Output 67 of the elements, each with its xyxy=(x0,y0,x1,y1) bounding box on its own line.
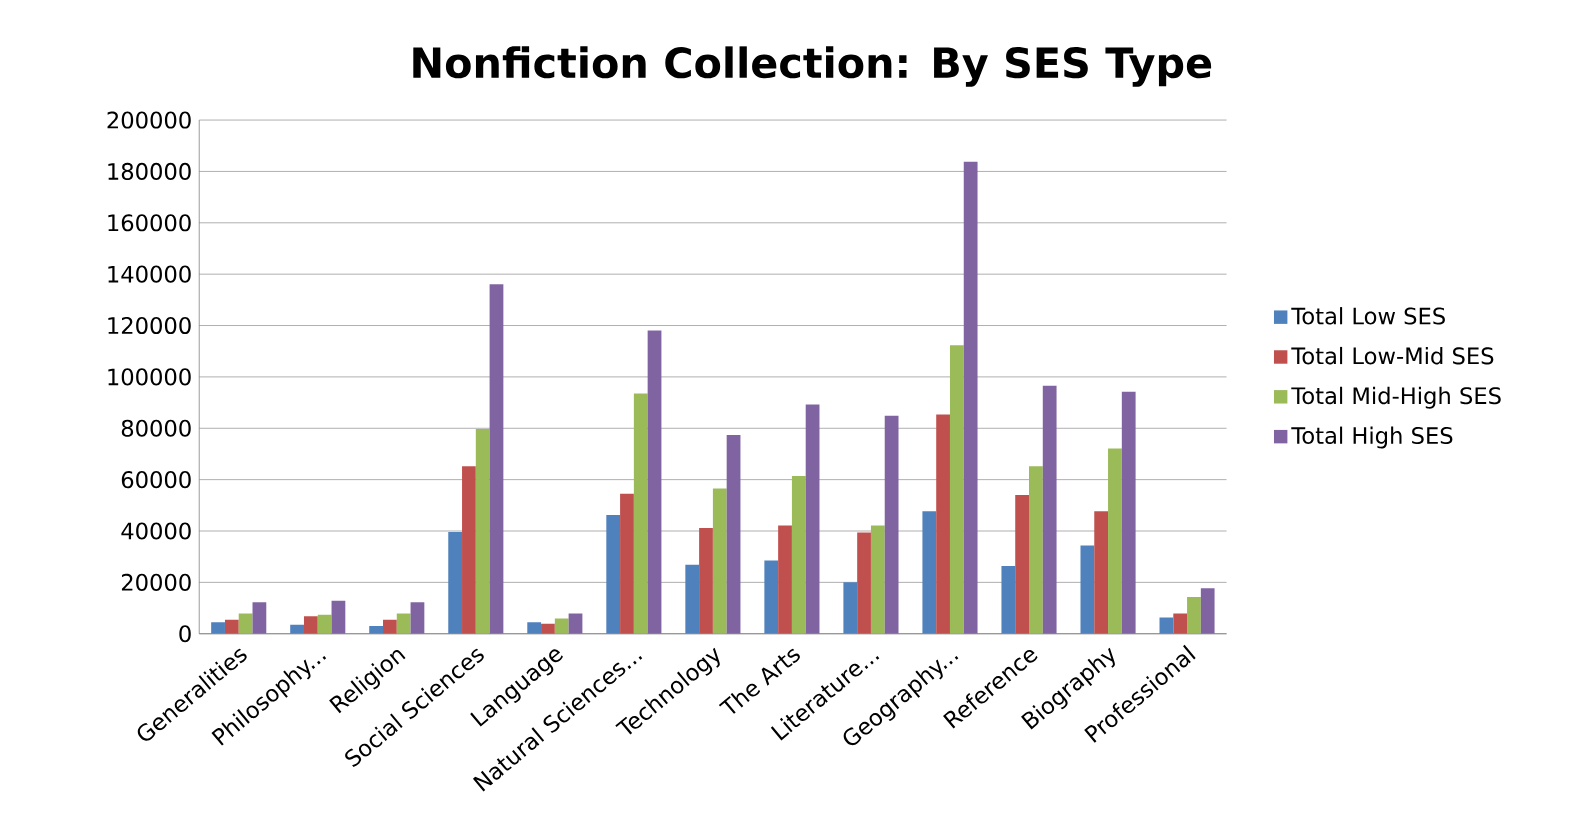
y-tick-label: 0 xyxy=(179,625,191,643)
bar xyxy=(870,525,885,634)
legend-label: Total Low-Mid SES xyxy=(1291,347,1494,365)
bar xyxy=(462,466,476,634)
bar xyxy=(290,624,304,634)
bar xyxy=(1080,545,1095,634)
bar xyxy=(963,161,978,634)
y-tick-label: 100000 xyxy=(108,368,191,386)
legend-label: Total High SES xyxy=(1291,426,1453,449)
bar xyxy=(369,626,384,634)
bar xyxy=(448,532,463,634)
y-tick-label: 200000 xyxy=(107,111,191,129)
bar xyxy=(1001,566,1016,634)
bar xyxy=(396,613,411,634)
bar xyxy=(383,620,397,634)
bar xyxy=(620,493,634,634)
bar xyxy=(647,330,662,634)
chart-title: Nonfiction Collection: By SES Type xyxy=(413,46,1212,87)
bar xyxy=(1108,448,1122,634)
bar xyxy=(541,623,555,634)
bar xyxy=(764,560,779,634)
bar xyxy=(1042,385,1057,634)
bar xyxy=(843,582,858,634)
bar xyxy=(554,618,569,634)
bar xyxy=(857,532,871,634)
bar xyxy=(699,528,713,634)
bar xyxy=(252,602,267,634)
bar xyxy=(303,616,318,634)
bar xyxy=(527,622,542,634)
y-tick-label: 20000 xyxy=(121,574,191,592)
y-tick-label: 120000 xyxy=(108,317,191,335)
bar xyxy=(475,429,490,634)
y-tick-label: 180000 xyxy=(108,163,191,181)
y-tick-label: 140000 xyxy=(108,265,191,283)
bar xyxy=(238,613,253,634)
bar xyxy=(726,435,741,634)
bar xyxy=(606,515,621,634)
bar xyxy=(1121,392,1136,634)
bar xyxy=(791,476,806,634)
bar xyxy=(1187,597,1201,634)
legend-label: Total Mid-High SES xyxy=(1291,386,1501,409)
bar xyxy=(317,614,332,634)
bar xyxy=(712,488,727,634)
bar xyxy=(224,620,239,634)
bar xyxy=(568,613,583,634)
bar xyxy=(410,602,425,634)
bar xyxy=(778,525,792,634)
bar xyxy=(1173,613,1188,634)
bar xyxy=(633,393,648,634)
bar xyxy=(685,564,700,634)
y-tick-label: 60000 xyxy=(121,471,191,489)
bar xyxy=(1094,511,1109,634)
bar xyxy=(805,404,820,634)
bar xyxy=(331,601,346,634)
bar xyxy=(949,345,964,634)
bar xyxy=(936,414,950,634)
bar xyxy=(1015,495,1030,634)
legend-label: Total Low SES xyxy=(1291,307,1445,325)
y-tick-label: 40000 xyxy=(121,522,191,540)
bar xyxy=(1029,466,1043,634)
bar xyxy=(884,415,899,634)
bar xyxy=(489,284,504,634)
bar xyxy=(211,622,225,634)
bar xyxy=(1200,588,1215,634)
bar xyxy=(922,511,937,634)
y-tick-label: 80000 xyxy=(121,419,191,438)
y-tick-label: 160000 xyxy=(108,214,191,232)
